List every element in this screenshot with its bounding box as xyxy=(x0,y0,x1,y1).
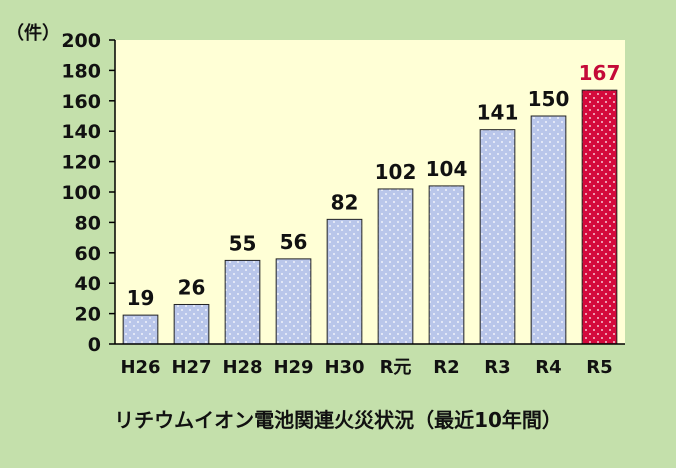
bar xyxy=(428,185,465,345)
bar-value-label: 55 xyxy=(229,231,257,255)
y-tick-label: 180 xyxy=(61,60,101,82)
y-tick-label: 60 xyxy=(75,243,101,265)
bar xyxy=(377,188,414,345)
bar-value-label: 82 xyxy=(331,190,359,214)
y-axis: 0 20 40 60 80 100 120 140 160 180 200 xyxy=(61,30,116,356)
x-tick-label: R2 xyxy=(433,357,459,378)
chart-caption: リチウムイオン電池関連火災状況（最近10年間） xyxy=(114,408,562,432)
x-tick-label: H26 xyxy=(120,357,160,378)
x-tick-label: H27 xyxy=(171,357,211,378)
x-axis: H26 H27 H28 H29 H30 R元 R2 R3 R4 R5 xyxy=(115,343,625,378)
x-tick-label: H28 xyxy=(222,357,262,378)
y-tick-label: 40 xyxy=(75,273,101,295)
y-tick-label: 100 xyxy=(61,182,101,204)
bar-value-label: 104 xyxy=(426,157,468,181)
bar-value-label: 56 xyxy=(280,230,308,254)
x-tick-label: H30 xyxy=(324,357,364,378)
bar xyxy=(275,258,312,345)
y-tick-label: 0 xyxy=(88,334,101,356)
x-tick-label: R5 xyxy=(586,357,612,378)
x-tick-label: R3 xyxy=(484,357,510,378)
y-tick-label: 20 xyxy=(75,304,101,326)
y-tick-label: 200 xyxy=(61,30,101,52)
bar-value-label: 19 xyxy=(127,286,155,310)
y-tick-label: 160 xyxy=(61,91,101,113)
bar-value-label: 102 xyxy=(375,160,417,184)
bar-value-label: 26 xyxy=(178,275,206,299)
bar-value-label: 167 xyxy=(579,61,621,85)
bar-value-label: 141 xyxy=(477,101,519,125)
bar xyxy=(581,89,618,345)
bar xyxy=(224,259,261,345)
bar xyxy=(173,303,210,345)
bar xyxy=(530,115,567,345)
bars: 19 26 55 56 82 102 104 141 150 167 xyxy=(122,61,621,345)
x-tick-label: R元 xyxy=(380,357,412,378)
y-tick-label: 120 xyxy=(61,152,101,174)
bar-value-label: 150 xyxy=(528,87,570,111)
x-tick-label: R4 xyxy=(535,357,561,378)
y-tick-label: 140 xyxy=(61,121,101,143)
x-tick-label: H29 xyxy=(273,357,313,378)
y-unit-label: （件） xyxy=(6,22,60,44)
bar xyxy=(122,314,159,345)
bar xyxy=(479,129,516,345)
bar-chart: 0 20 40 60 80 100 120 140 160 180 200 19 26 55 56 82 10… xyxy=(6,22,625,378)
bar xyxy=(326,218,363,345)
y-tick-label: 80 xyxy=(75,212,101,234)
